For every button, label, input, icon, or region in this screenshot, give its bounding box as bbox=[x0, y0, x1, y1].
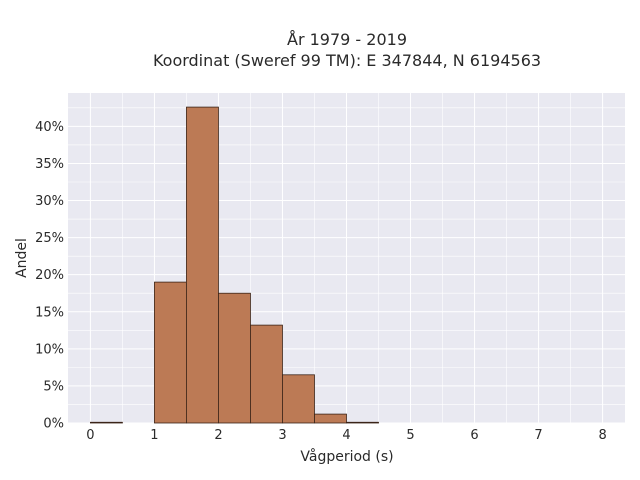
histogram-bar bbox=[186, 106, 219, 424]
grid-lines bbox=[68, 93, 625, 424]
x-tick-label: 2 bbox=[214, 428, 222, 443]
x-axis-ticks: 0 1 2 3 4 5 6 7 8 bbox=[86, 428, 606, 443]
histogram-bar bbox=[346, 421, 379, 424]
chart-title-line-2: Koordinat (Sweref 99 TM): E 347844, N 61… bbox=[153, 51, 541, 70]
histogram-bar bbox=[250, 324, 283, 424]
x-tick-label: 0 bbox=[86, 428, 94, 443]
y-axis-ticks: 0% 5% 10% 15% 20% 25% 30% 35% 40% bbox=[35, 120, 64, 432]
x-tick-label: 1 bbox=[150, 428, 158, 443]
histogram-bar bbox=[314, 413, 347, 424]
x-tick-label: 8 bbox=[598, 428, 606, 443]
histogram-bar bbox=[218, 292, 251, 424]
x-tick-label: 6 bbox=[470, 428, 478, 443]
x-tick-label: 5 bbox=[406, 428, 414, 443]
x-tick-label: 3 bbox=[278, 428, 286, 443]
chart-title-line-1: År 1979 - 2019 bbox=[287, 30, 407, 49]
y-tick-label: 0% bbox=[43, 417, 64, 432]
histogram-bars bbox=[90, 106, 379, 424]
y-axis-label: Andel bbox=[14, 238, 30, 278]
histogram-bar bbox=[154, 281, 187, 424]
x-axis-label: Vågperiod (s) bbox=[300, 448, 393, 465]
y-tick-label: 15% bbox=[35, 305, 64, 320]
histogram-bar bbox=[282, 374, 315, 424]
x-tick-label: 4 bbox=[342, 428, 350, 443]
histogram-bar bbox=[90, 421, 123, 424]
y-tick-label: 35% bbox=[35, 157, 64, 172]
y-tick-label: 40% bbox=[35, 120, 64, 135]
y-tick-label: 20% bbox=[35, 268, 64, 283]
x-tick-label: 7 bbox=[534, 428, 542, 443]
y-tick-label: 5% bbox=[43, 379, 64, 394]
y-tick-label: 25% bbox=[35, 231, 64, 246]
y-tick-label: 30% bbox=[35, 194, 64, 209]
y-tick-label: 10% bbox=[35, 342, 64, 357]
